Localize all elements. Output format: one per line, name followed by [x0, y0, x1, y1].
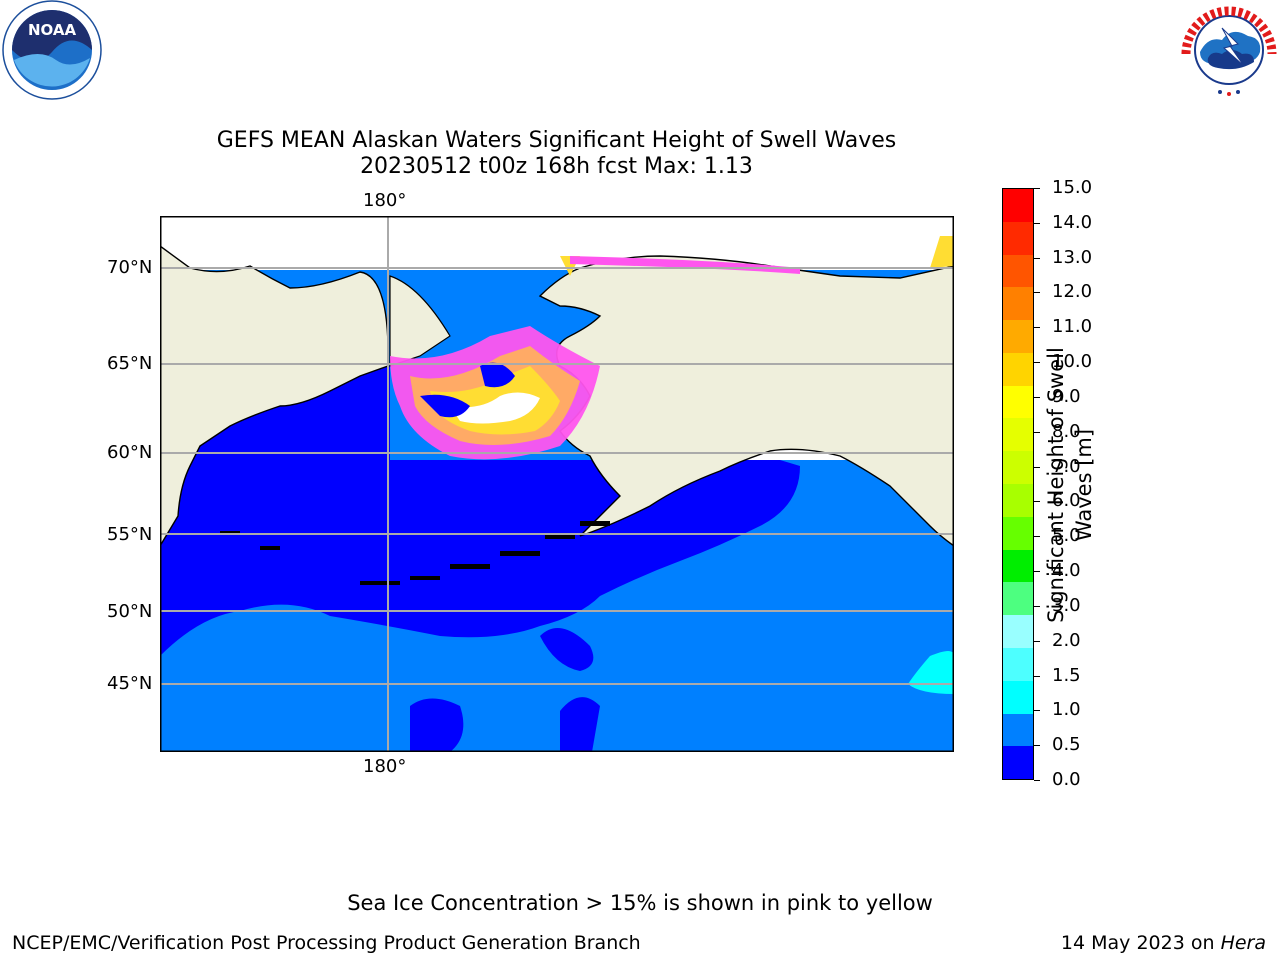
- title-line-2: 20230512 t00z 168h fcst Max: 1.13: [360, 154, 753, 179]
- colorbar-tick-mark: [1034, 780, 1040, 781]
- colorbar-swatch: [1003, 385, 1033, 419]
- colorbar-tick-label: 8.0: [1052, 420, 1081, 442]
- footer-left: NCEP/EMC/Verification Post Processing Pr…: [12, 932, 641, 954]
- colorbar-swatches: [1002, 188, 1034, 780]
- colorbar-tick-mark: [1034, 362, 1040, 364]
- colorbar-swatch: [1003, 582, 1033, 616]
- colorbar-tick-label: 10.0: [1052, 351, 1093, 373]
- colorbar-swatch: [1003, 451, 1033, 485]
- chart-title: GEFS MEAN Alaskan Waters Significant Hei…: [0, 128, 1113, 180]
- colorbar-swatch: [1003, 680, 1033, 714]
- colorbar-swatch: [1003, 287, 1033, 321]
- colorbar-swatch: [1003, 189, 1033, 222]
- colorbar-tick-label: 4.0: [1052, 560, 1081, 582]
- map-panel: [159, 216, 955, 752]
- colorbar-swatch: [1003, 221, 1033, 255]
- colorbar-tick-label: 1.5: [1052, 664, 1081, 686]
- colorbar-tick-mark: [1034, 675, 1040, 677]
- land-siberia: [159, 244, 389, 549]
- colorbar-swatch: [1003, 320, 1033, 353]
- graticule: [160, 216, 954, 752]
- colorbar-tick-label: 12.0: [1052, 281, 1093, 303]
- colorbar-tick-mark: [1034, 466, 1040, 468]
- colorbar-tick-mark: [1034, 745, 1040, 747]
- colorbar-tick-mark: [1034, 536, 1040, 538]
- colorbar-label: Significant Height of Swell Waves [m]: [1042, 335, 1102, 635]
- sea-ice: [390, 236, 954, 460]
- colorbar-swatch: [1003, 746, 1033, 780]
- lat-label-70: 70°N: [107, 257, 153, 278]
- colorbar-swatch: [1003, 254, 1033, 288]
- colorbar-label-line-1: Significant Height of Swell: [1044, 347, 1068, 623]
- colorbar-swatch: [1003, 352, 1033, 386]
- title-line-1: GEFS MEAN Alaskan Waters Significant Hei…: [216, 128, 897, 153]
- lon-label-bottom: 180°: [363, 756, 407, 777]
- colorbar-tick-label: 6.0: [1052, 490, 1081, 512]
- colorbar-swatch: [1003, 615, 1033, 648]
- colorbar-tick-mark: [1034, 327, 1040, 329]
- colorbar-tick-label: 11.0: [1052, 316, 1093, 338]
- colorbar-tick-label: 3.0: [1052, 594, 1081, 616]
- colorbar-label-line-2: Waves [m]: [1072, 428, 1096, 542]
- lon-label-top: 180°: [363, 190, 407, 211]
- colorbar-tick-label: 2.0: [1052, 629, 1081, 651]
- lat-label-45: 45°N: [107, 673, 153, 694]
- colorbar-swatch: [1003, 484, 1033, 517]
- colorbar-tick-label: 14.0: [1052, 211, 1093, 233]
- lat-label-55: 55°N: [107, 524, 153, 545]
- map-frame: [160, 216, 954, 752]
- colorbar-swatch: [1003, 516, 1033, 550]
- colorbar-swatch: [1003, 418, 1033, 452]
- colorbar-tick-label: 0.5: [1052, 734, 1081, 756]
- colorbar-tick-mark: [1034, 501, 1040, 503]
- colorbar-tick-label: 7.0: [1052, 455, 1081, 477]
- noaa-logo-text: NOAA: [28, 21, 77, 39]
- colorbar-tick-mark: [1034, 188, 1040, 189]
- colorbar-tick-label: 0.0: [1052, 769, 1081, 790]
- colorbar-tick-mark: [1034, 257, 1040, 259]
- colorbar: [1002, 188, 1034, 780]
- colorbar-tick-mark: [1034, 431, 1040, 433]
- colorbar-tick-label: 9.0: [1052, 385, 1081, 407]
- noaa-logo: NOAA: [0, 0, 104, 104]
- colorbar-tick-label: 1.0: [1052, 699, 1081, 721]
- colorbar-tick-label: 13.0: [1052, 246, 1093, 268]
- colorbar-ticks: 15.0 14.0 13.0 12.0 11.0 10.0 9.0 8.0 7.0 6.0 5.0 4…: [1034, 178, 1104, 790]
- colorbar-tick-label: 5.0: [1052, 525, 1081, 547]
- colorbar-tick-mark: [1034, 710, 1040, 712]
- colorbar-tick-mark: [1034, 571, 1040, 573]
- colorbar-swatch: [1003, 647, 1033, 681]
- map-svg: [159, 216, 955, 752]
- colorbar-tick-mark: [1034, 605, 1040, 607]
- footer-right: 14 May 2023 on Hera: [1061, 932, 1266, 954]
- colorbar-tick-mark: [1034, 640, 1040, 642]
- colorbar-tick-mark: [1034, 292, 1040, 294]
- colorbar-swatch: [1003, 549, 1033, 583]
- nws-logo: [1178, 0, 1280, 100]
- lat-label-50: 50°N: [107, 601, 153, 622]
- colorbar-tick-mark: [1034, 396, 1040, 398]
- colorbar-tick-label: 15.0: [1052, 177, 1093, 198]
- colorbar-tick-mark: [1034, 222, 1040, 224]
- lat-label-65: 65°N: [107, 353, 153, 374]
- sea-ice-note: Sea Ice Concentration > 15% is shown in …: [347, 891, 933, 915]
- footer-machine: Hera: [1220, 932, 1266, 954]
- colorbar-swatch: [1003, 713, 1033, 747]
- lat-label-60: 60°N: [107, 442, 153, 463]
- footer-date: 14 May 2023 on: [1060, 932, 1221, 954]
